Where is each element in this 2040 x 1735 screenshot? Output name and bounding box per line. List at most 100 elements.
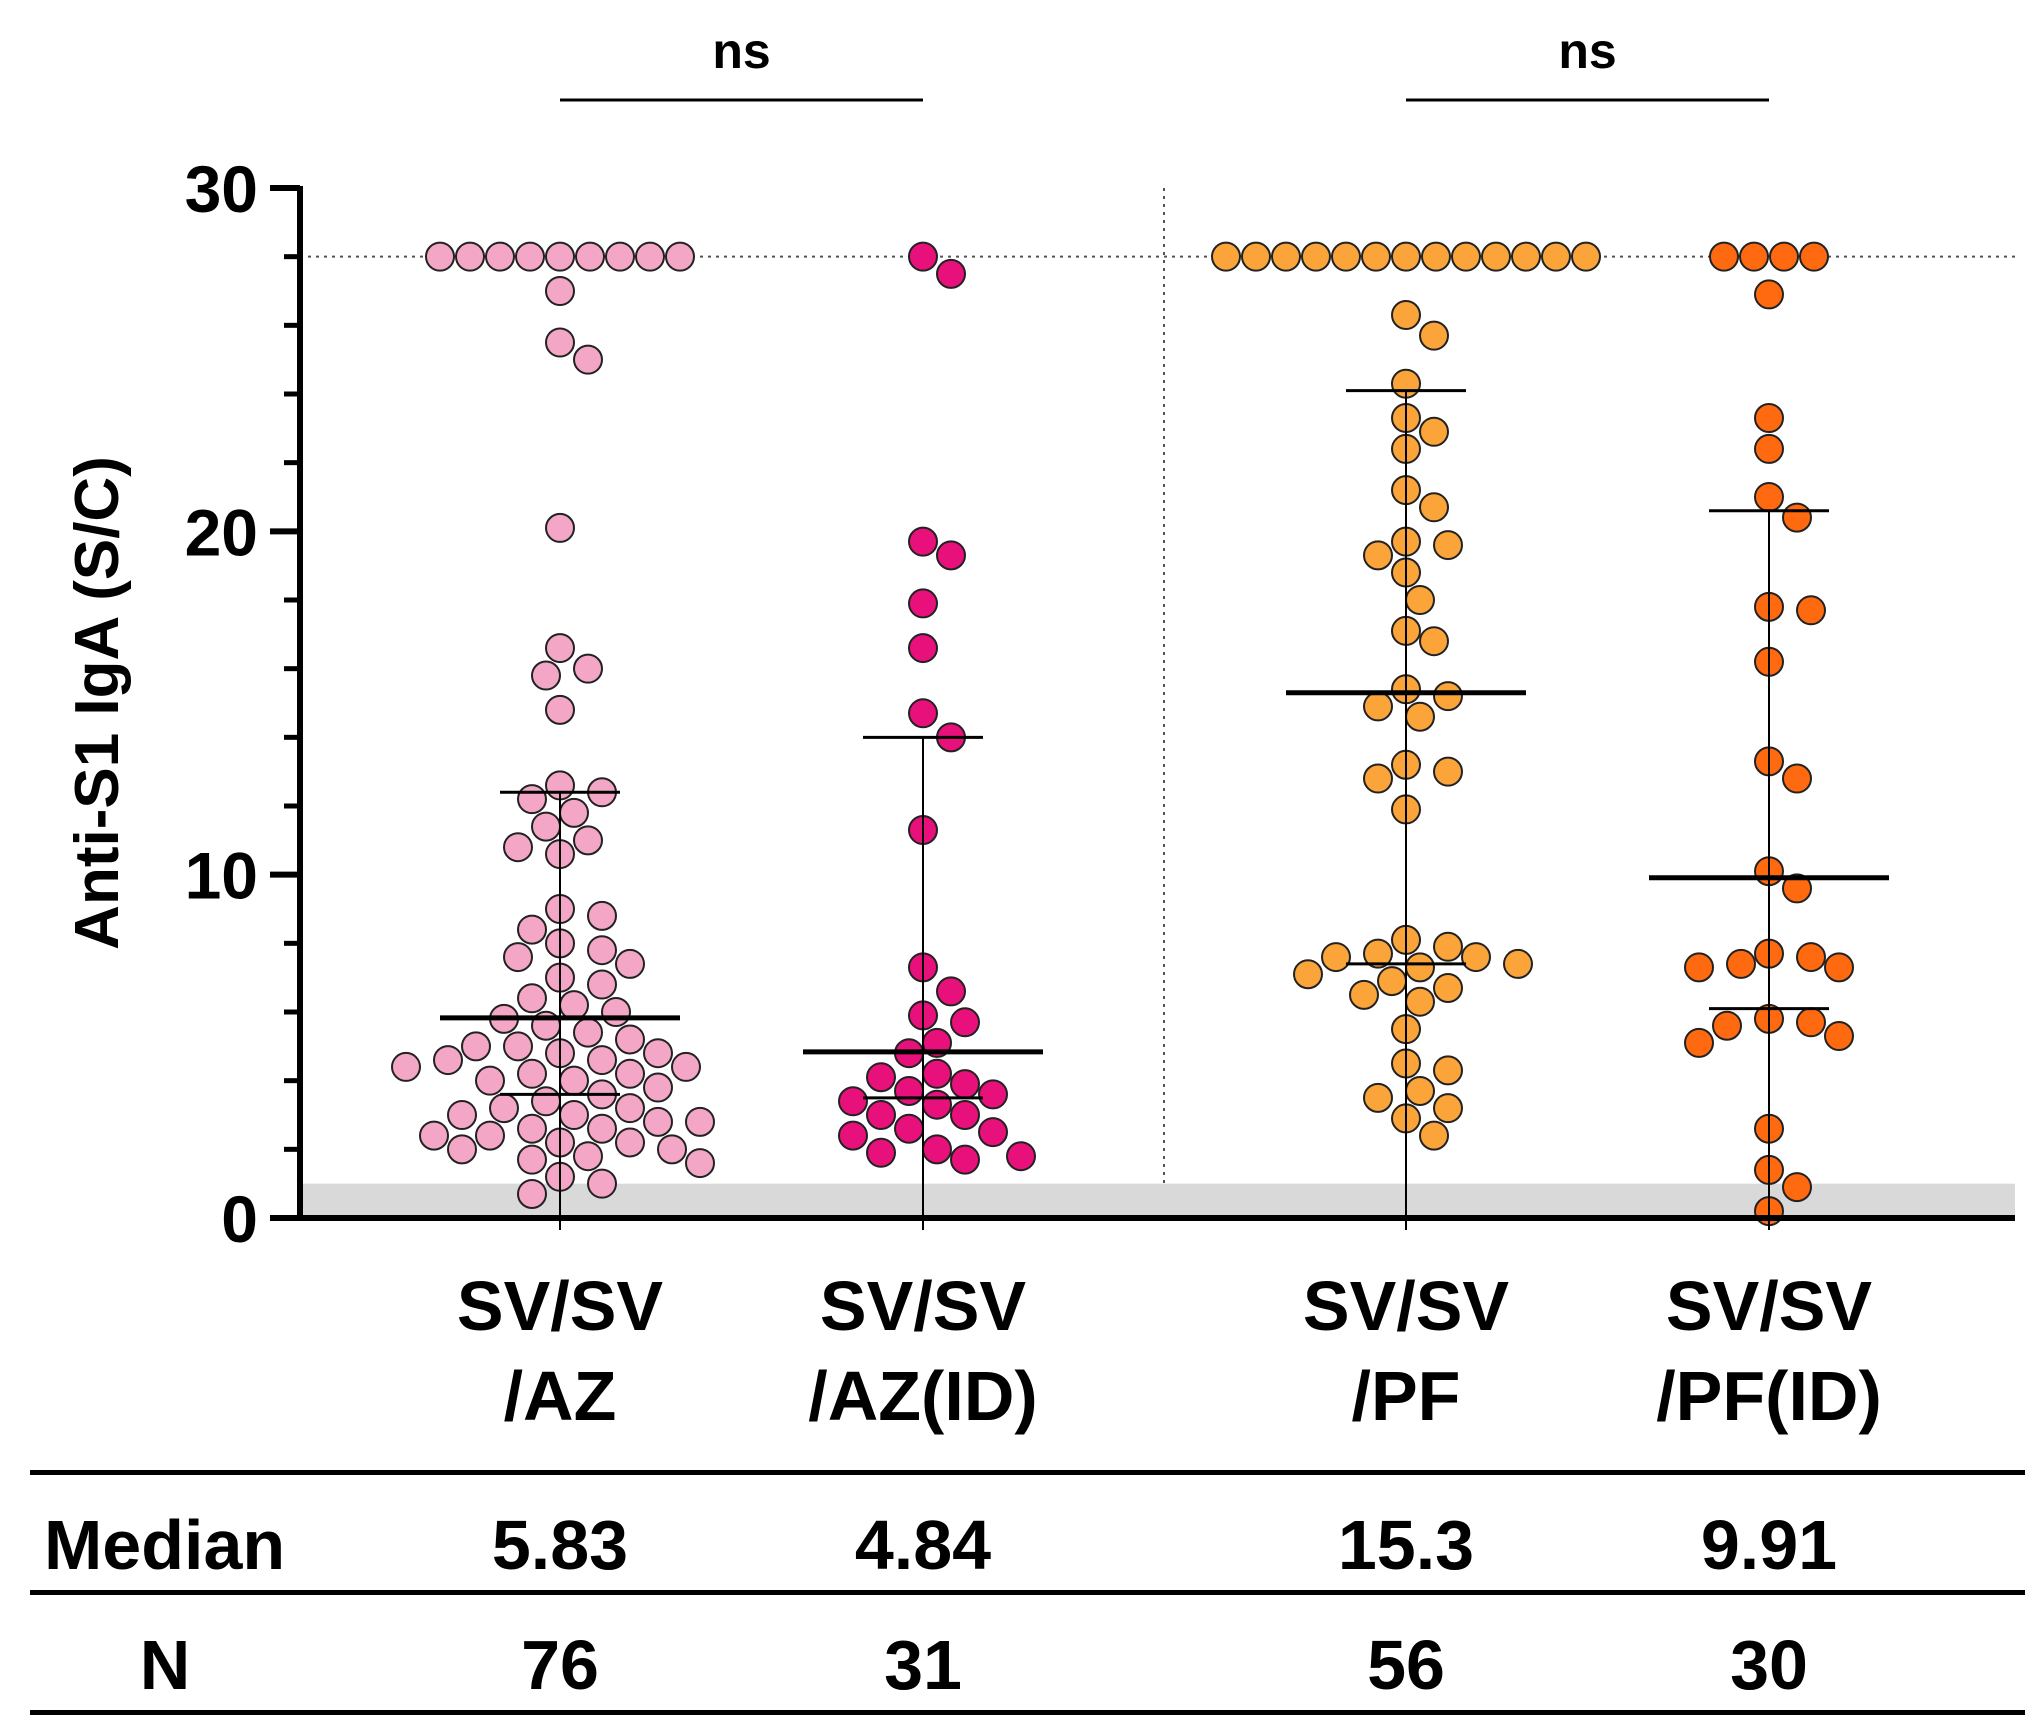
data-point xyxy=(1006,1141,1036,1172)
data-point xyxy=(447,1134,477,1165)
data-point xyxy=(657,1134,687,1165)
data-point xyxy=(1363,763,1393,794)
data-point xyxy=(1739,241,1769,272)
data-point xyxy=(1363,691,1393,722)
data-point xyxy=(573,653,603,684)
data-point xyxy=(685,1106,715,1137)
data-point xyxy=(936,258,966,289)
data-point xyxy=(978,1117,1008,1148)
data-point xyxy=(1782,502,1812,533)
median-cell: 9.91 xyxy=(1700,1506,1838,1584)
data-point xyxy=(1405,1075,1435,1106)
data-point xyxy=(1405,986,1435,1017)
data-point xyxy=(1271,241,1301,272)
data-point xyxy=(503,1031,533,1062)
data-point xyxy=(447,1100,477,1130)
data-point xyxy=(517,1178,547,1209)
data-point xyxy=(615,1127,645,1158)
data-point xyxy=(545,512,575,543)
data-point xyxy=(573,1017,603,1048)
data-point xyxy=(503,832,533,863)
data-point xyxy=(922,1089,952,1120)
data-point xyxy=(515,241,545,272)
data-point xyxy=(559,797,589,828)
data-point xyxy=(1405,952,1435,983)
data-point xyxy=(475,1065,505,1096)
data-point xyxy=(545,276,575,306)
data-point xyxy=(894,1075,924,1106)
data-point xyxy=(1796,595,1826,626)
data-point xyxy=(671,1051,701,1082)
data-point xyxy=(559,1065,589,1096)
median-cell: 15.3 xyxy=(1337,1506,1475,1584)
data-point xyxy=(601,997,631,1027)
x-category-label-line1: SV/SV xyxy=(1666,1267,1873,1345)
data-point xyxy=(1709,241,1739,272)
data-point xyxy=(531,1086,561,1117)
data-point xyxy=(1433,530,1463,561)
data-point xyxy=(1503,948,1533,979)
x-axis-labels: SV/SV/AZ SV/SV/AZ(ID) SV/SV/PF SV/SV/PF(ID) xyxy=(457,1267,1882,1435)
data-point xyxy=(615,948,645,979)
data-point xyxy=(517,914,547,945)
data-point xyxy=(1433,1055,1463,1086)
data-point xyxy=(605,241,635,272)
data-point xyxy=(1754,403,1784,434)
data-point xyxy=(1349,979,1379,1010)
data-point xyxy=(1363,540,1393,571)
data-point xyxy=(545,327,575,358)
data-point xyxy=(1782,1172,1812,1203)
data-point xyxy=(559,990,589,1021)
x-category-label-line1: SV/SV xyxy=(1303,1267,1510,1345)
data-point xyxy=(1684,952,1714,983)
data-point xyxy=(922,1134,952,1165)
data-point xyxy=(950,1100,980,1130)
x-category-label-line2: /PF(ID) xyxy=(1656,1357,1882,1435)
data-point xyxy=(587,1113,617,1144)
data-point xyxy=(531,660,561,691)
data-point xyxy=(615,1024,645,1055)
table-rule-middle xyxy=(30,1590,2025,1595)
data-point xyxy=(1419,626,1449,657)
data-point xyxy=(950,1069,980,1100)
data-point xyxy=(1754,279,1784,310)
table-rule-top xyxy=(30,1470,2025,1475)
data-point xyxy=(1377,966,1407,997)
data-point xyxy=(1481,241,1511,272)
data-point xyxy=(1684,1027,1714,1058)
data-point xyxy=(587,900,617,931)
data-point xyxy=(433,1045,463,1076)
data-point xyxy=(1363,938,1393,969)
data-point xyxy=(531,811,561,842)
data-point xyxy=(894,1113,924,1144)
data-point xyxy=(455,241,485,272)
data-point xyxy=(1211,241,1241,272)
data-point xyxy=(517,784,547,815)
n-cell: 31 xyxy=(884,1626,962,1704)
data-point xyxy=(866,1062,896,1093)
data-point xyxy=(1405,701,1435,732)
data-point xyxy=(866,1100,896,1130)
data-point xyxy=(1451,241,1481,272)
x-category-label-line2: /AZ xyxy=(504,1357,617,1435)
data-point xyxy=(1726,948,1756,979)
data-point xyxy=(1824,952,1854,983)
data-point xyxy=(1363,1082,1393,1113)
data-point xyxy=(587,969,617,1000)
data-point xyxy=(573,344,603,375)
data-point xyxy=(545,633,575,664)
data-points xyxy=(391,241,1854,1227)
data-point xyxy=(1301,241,1331,272)
data-point xyxy=(1754,482,1784,512)
data-point xyxy=(1433,972,1463,1003)
data-point xyxy=(1419,1120,1449,1151)
data-point xyxy=(573,1141,603,1172)
data-point xyxy=(643,1072,673,1103)
data-point xyxy=(1433,1093,1463,1124)
data-point xyxy=(1433,756,1463,787)
data-point xyxy=(503,942,533,973)
median-row-label: Median xyxy=(44,1506,286,1584)
data-point xyxy=(489,1093,519,1124)
data-point xyxy=(1331,241,1361,272)
data-point xyxy=(1419,492,1449,523)
